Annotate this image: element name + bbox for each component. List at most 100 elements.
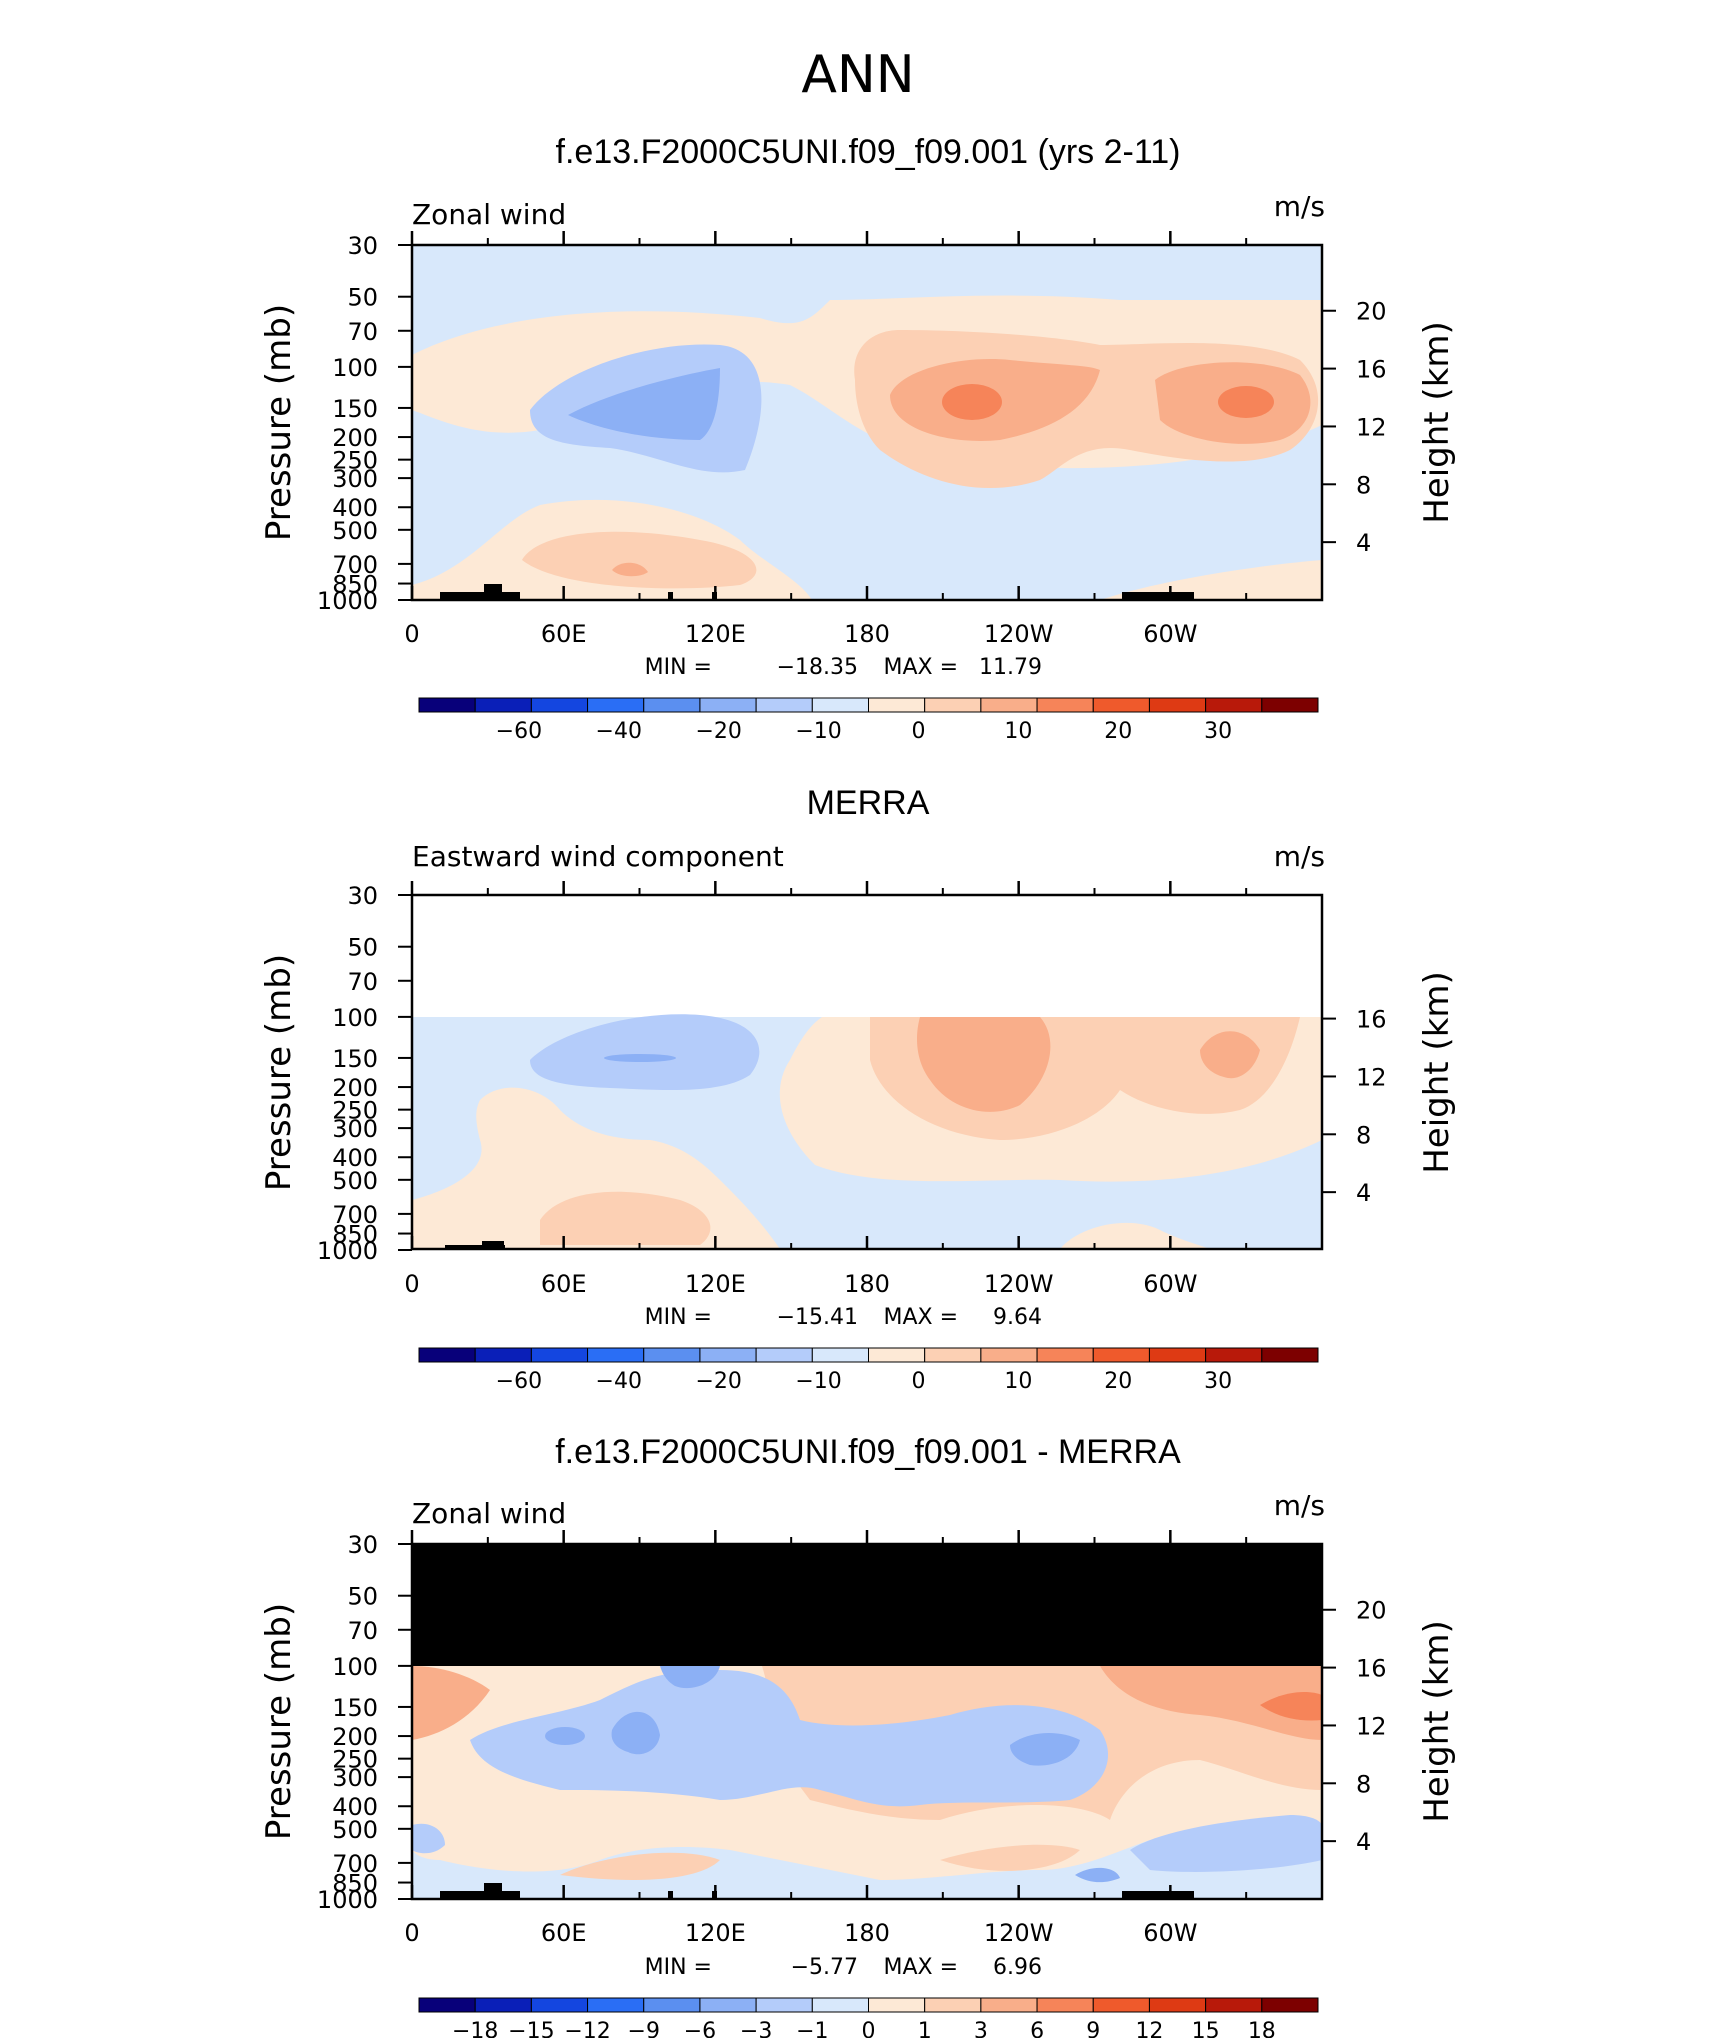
topography [445, 1241, 505, 1249]
colorbar-label: 3 [974, 2019, 988, 2038]
y2-tick-label: 12 [1356, 1063, 1387, 1091]
colorbar-swatch [587, 1997, 645, 2013]
y-tick-label: 50 [347, 934, 378, 962]
x-tick-label: 120E [685, 1919, 746, 1947]
y-tick-label: 30 [347, 882, 378, 910]
positive-region [917, 1017, 1051, 1112]
y-tick-label: 700 [332, 551, 378, 579]
colorbar-swatch [643, 1997, 701, 2013]
masked-region [412, 1544, 1322, 1666]
max-value: 11.79 [979, 655, 1042, 680]
colorbar-label: 30 [1204, 719, 1232, 744]
y2-tick-label: 12 [1356, 413, 1387, 441]
positive-region [1100, 560, 1322, 600]
colorbar-swatch [530, 1997, 589, 2013]
y2-tick-label: 12 [1356, 1712, 1387, 1740]
units-label: m/s [1274, 840, 1325, 873]
max-label: MAX = [883, 1955, 958, 1980]
x-tick-label: 0 [404, 1919, 419, 1947]
y-tick-label: 70 [347, 318, 378, 346]
y-tick-label: 300 [332, 1764, 378, 1792]
negative-region [530, 1014, 760, 1091]
colorbar-swatch [1036, 1347, 1094, 1363]
colorbar-label: 20 [1104, 719, 1132, 744]
panel-model: f.e13.F2000C5UNI.f09_f09.001 (yrs 2-11) … [259, 133, 1457, 744]
colorbar-swatch [868, 1347, 926, 1363]
y-tick-label: 100 [332, 1653, 378, 1681]
colorbar-swatch [924, 697, 982, 713]
min-label: MIN = [645, 1305, 712, 1330]
colorbar-swatch [811, 1347, 869, 1363]
panel-merra: MERRA Eastward wind component m/s 0 60E 12… [259, 784, 1457, 1394]
negative-core [545, 1727, 585, 1745]
colorbar-swatch [587, 1347, 645, 1363]
units-label: m/s [1274, 1489, 1325, 1522]
y-tick-label: 300 [332, 1115, 378, 1143]
min-label: MIN = [645, 1955, 712, 1980]
contour-field [412, 895, 1322, 1249]
positive-region [540, 1191, 711, 1245]
axis-ticks: 0 60E 120E 180 120W 60W3050701001502002503004… [259, 881, 1457, 1298]
colorbar-swatch [1092, 1347, 1150, 1363]
x-tick-label: 60E [541, 1919, 587, 1947]
y-tick-label: 250 [332, 1746, 378, 1774]
positive-region [412, 1666, 490, 1740]
x-tick-label: 60W [1143, 620, 1197, 648]
y-tick-label: 1000 [317, 1886, 378, 1914]
positive-region [560, 1852, 720, 1880]
units-label: m/s [1274, 190, 1325, 223]
y-axis-title: Pressure (mb) [259, 954, 299, 1191]
x-tick-label: 120E [685, 1270, 746, 1298]
colorbar-swatch [924, 1997, 982, 2013]
y-tick-label: 700 [332, 1850, 378, 1878]
negative-region [568, 368, 720, 440]
y-tick-label: 100 [332, 1004, 378, 1032]
y2-tick-label: 8 [1356, 471, 1371, 499]
colorbar-swatch [811, 1997, 869, 2013]
x-tick-label: 180 [844, 620, 890, 648]
variable-label: Eastward wind component [412, 840, 784, 873]
colorbar-label: 20 [1104, 1369, 1132, 1394]
y-tick-label: 70 [347, 968, 378, 996]
colorbar-label: −6 [684, 2019, 716, 2038]
y2-tick-label: 4 [1356, 1828, 1371, 1856]
y2-tick-label: 4 [1356, 529, 1371, 557]
colorbar-label: 10 [1004, 719, 1032, 744]
colorbar-swatch [474, 1347, 532, 1363]
y2-axis-title: Height (km) [1417, 1620, 1457, 1823]
y-tick-label: 200 [332, 1074, 378, 1102]
colorbar: −60 −40 −20 −10 0 10 20 30 [418, 1347, 1319, 1394]
colorbar-swatch [418, 1347, 476, 1363]
y2-tick-label: 20 [1356, 298, 1387, 326]
panel-title: f.e13.F2000C5UNI.f09_f09.001 (yrs 2-11) [556, 133, 1181, 171]
positive-region [1200, 1031, 1260, 1079]
x-tick-label: 60E [541, 1270, 587, 1298]
x-tick-label: 60W [1143, 1919, 1197, 1947]
colorbar-swatch [1261, 1997, 1319, 2013]
colorbar-label: 18 [1248, 2019, 1276, 2038]
panel-title: MERRA [807, 784, 930, 822]
colorbar-label: −60 [496, 719, 542, 744]
variable-label: Zonal wind [412, 198, 566, 231]
colorbar: −18 −15 −12 −9 −6 −3 −1 0 1 3 6 9 12 15 18 [418, 1997, 1319, 2038]
x-tick-label: 120W [984, 1270, 1054, 1298]
colorbar-label: −40 [596, 719, 642, 744]
y-tick-label: 500 [332, 1167, 378, 1195]
max-value: 6.96 [993, 1955, 1042, 1980]
colorbar-swatch [868, 1997, 926, 2013]
colorbar-swatch [1148, 1347, 1207, 1363]
x-tick-label: 120W [984, 1919, 1054, 1947]
contour-field [412, 245, 1322, 600]
max-value: 9.64 [993, 1305, 1042, 1330]
colorbar-swatch [1148, 1997, 1207, 2013]
panel-title: f.e13.F2000C5UNI.f09_f09.001 - MERRA [555, 1433, 1181, 1471]
y-tick-label: 100 [332, 354, 378, 382]
axis-ticks: 0 60E 120E 180 120W 60W3050701001502002503004… [259, 1530, 1457, 1947]
colorbar-swatch [1148, 697, 1207, 713]
colorbar-swatch [1092, 697, 1150, 713]
colorbar-label: 0 [911, 1369, 925, 1394]
colorbar-swatch [699, 1347, 757, 1363]
colorbar-label: −20 [695, 719, 741, 744]
y-axis-title: Pressure (mb) [259, 304, 299, 541]
colorbar-swatch [530, 1347, 589, 1363]
